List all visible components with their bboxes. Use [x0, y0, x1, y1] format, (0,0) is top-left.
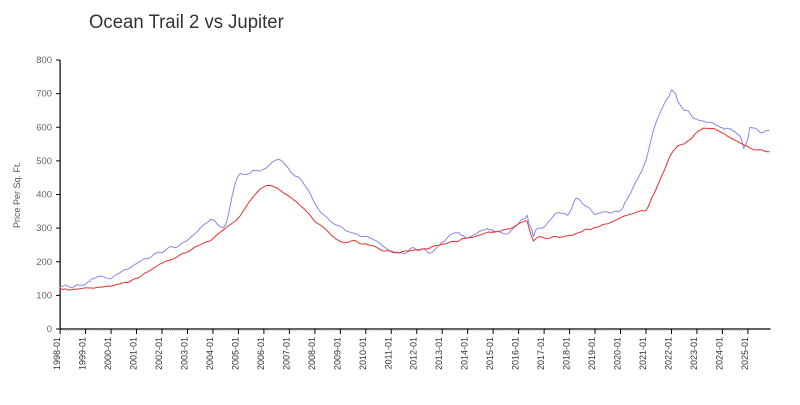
- svg-text:2009-01: 2009-01: [332, 337, 342, 370]
- svg-text:2025-01: 2025-01: [740, 337, 750, 370]
- svg-text:2006-01: 2006-01: [256, 337, 266, 370]
- svg-text:2018-01: 2018-01: [562, 337, 572, 370]
- svg-text:200: 200: [36, 257, 52, 268]
- svg-text:2019-01: 2019-01: [587, 337, 597, 370]
- svg-text:400: 400: [36, 190, 52, 201]
- svg-text:2016-01: 2016-01: [511, 337, 521, 370]
- svg-text:2008-01: 2008-01: [307, 337, 317, 370]
- svg-text:800: 800: [36, 55, 52, 66]
- svg-text:2015-01: 2015-01: [485, 337, 495, 370]
- svg-text:2002-01: 2002-01: [154, 337, 164, 370]
- svg-text:300: 300: [36, 223, 52, 234]
- svg-text:2014-01: 2014-01: [460, 337, 470, 370]
- svg-text:2022-01: 2022-01: [663, 337, 673, 370]
- svg-text:2023-01: 2023-01: [689, 337, 699, 370]
- svg-text:2011-01: 2011-01: [383, 337, 393, 369]
- svg-text:2024-01: 2024-01: [714, 337, 724, 370]
- svg-text:2021-01: 2021-01: [638, 337, 648, 370]
- svg-text:500: 500: [36, 156, 52, 167]
- svg-text:1999-01: 1999-01: [78, 337, 88, 370]
- svg-text:0: 0: [47, 324, 52, 335]
- svg-text:700: 700: [36, 89, 52, 100]
- svg-text:2003-01: 2003-01: [179, 337, 189, 370]
- svg-text:2012-01: 2012-01: [409, 337, 419, 370]
- svg-text:2010-01: 2010-01: [358, 337, 368, 370]
- svg-text:2007-01: 2007-01: [281, 337, 291, 370]
- svg-text:2001-01: 2001-01: [129, 337, 139, 370]
- svg-text:1998-01: 1998-01: [52, 337, 62, 370]
- svg-text:600: 600: [36, 122, 52, 133]
- svg-text:2020-01: 2020-01: [613, 337, 623, 370]
- svg-text:2004-01: 2004-01: [205, 337, 215, 370]
- svg-text:Price Per Sq. Ft.: Price Per Sq. Ft.: [12, 162, 22, 228]
- svg-text:2000-01: 2000-01: [103, 337, 113, 370]
- svg-text:100: 100: [36, 290, 52, 301]
- svg-text:2017-01: 2017-01: [536, 337, 546, 370]
- svg-text:2013-01: 2013-01: [434, 337, 444, 370]
- svg-text:2005-01: 2005-01: [230, 337, 240, 370]
